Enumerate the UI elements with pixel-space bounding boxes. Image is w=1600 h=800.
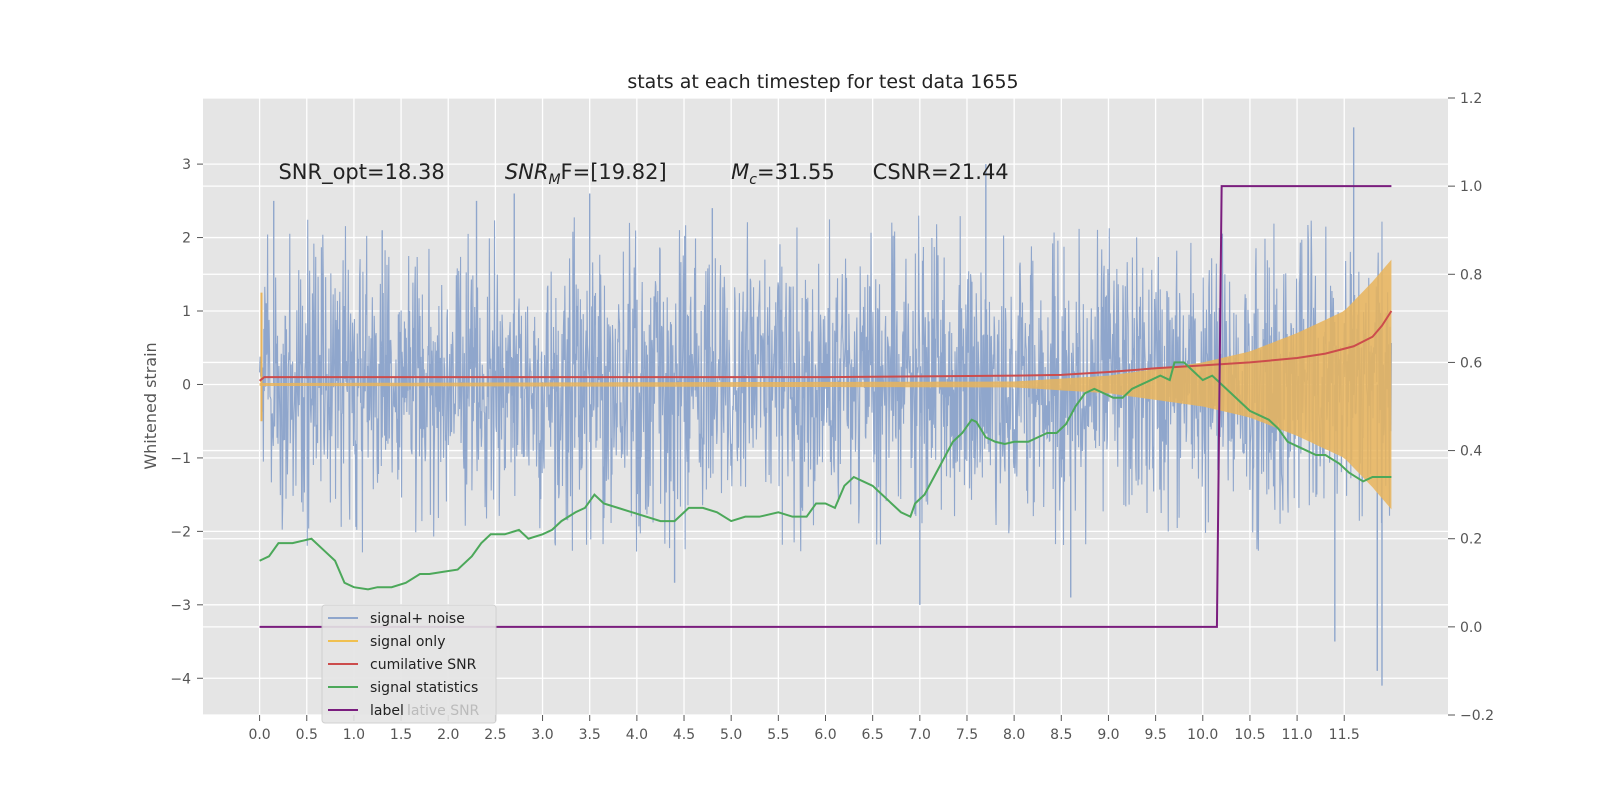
x-tick-label: 5.5: [767, 727, 789, 743]
y-tick-label: −2: [170, 524, 191, 540]
y2-tick-label: 1.0: [1460, 179, 1482, 195]
x-tick-label: 7.5: [956, 727, 978, 743]
x-tick-label: 3.5: [579, 727, 601, 743]
legend-label-1: signal only: [370, 634, 445, 650]
line-signal-statistics: [259, 361, 1392, 591]
x-tick-label: 8.0: [1003, 727, 1025, 743]
annotation-0: SNR_opt=18.38: [278, 160, 444, 185]
y2-axis-ticks: 1.2 1.0 0.8 0.6 0.4 0.2 0.0 −0.2: [1448, 91, 1494, 724]
x-tick-label: 5.0: [720, 727, 742, 743]
x-tick-label: 0.5: [296, 727, 318, 743]
y2-tick-label: 1.2: [1460, 91, 1482, 107]
y2-tick-label: 0.2: [1460, 532, 1482, 548]
y-axis-label: Whitened strain: [141, 342, 160, 469]
annotation-1: SNRMF=[19.82]: [505, 160, 667, 188]
legend: signal+ noise signal only cumilative SNR si…: [321, 604, 497, 724]
line-cumilative-SNR: [258, 310, 1393, 382]
x-tick-label: 8.5: [1050, 727, 1072, 743]
annotations: SNR_opt=18.38 SNRMF=[19.82] Mc=31.55 CSNR=2…: [278, 160, 1008, 188]
y-tick-label: −3: [170, 598, 191, 614]
x-tick-label: 6.0: [814, 727, 836, 743]
x-tick-label: 11.0: [1282, 727, 1313, 743]
y-tick-label: −4: [170, 671, 191, 687]
x-tick-label: 4.5: [673, 727, 695, 743]
y-tick-label: 3: [182, 157, 191, 173]
legend-label-3: signal statistics: [370, 680, 478, 696]
x-tick-label: 10.0: [1187, 727, 1218, 743]
y2-tick-label: 0.4: [1460, 444, 1482, 460]
legend-label-2: cumilative SNR: [370, 657, 477, 673]
series-lines: [258, 185, 1393, 628]
y-tick-label: 2: [182, 231, 191, 247]
chart-title: stats at each timestep for test data 165…: [627, 71, 1018, 93]
x-tick-label: 0.0: [248, 727, 270, 743]
legend-box: [321, 604, 497, 724]
x-tick-label: 4.0: [626, 727, 648, 743]
x-axis-ticks: 0.0 0.5 1.0 1.5 2.0 2.5 3.0 3.5 4.0 4.5 5.0 5.5 6.0 6…: [248, 715, 1360, 743]
x-tick-label: 7.0: [909, 727, 931, 743]
signal-noise-line: [259, 215, 1392, 553]
x-tick-label: 6.5: [862, 727, 884, 743]
x-tick-label: 9.0: [1097, 727, 1119, 743]
legend-label-0: signal+ noise: [370, 611, 465, 627]
x-tick-label: 9.5: [1144, 727, 1166, 743]
x-tick-label: 1.0: [343, 727, 365, 743]
line-label: [259, 185, 1392, 628]
y2-tick-label: 0.8: [1460, 267, 1482, 283]
legend-label-4: label: [370, 703, 404, 719]
x-tick-label: 2.0: [437, 727, 459, 743]
x-tick-label: 11.5: [1329, 727, 1360, 743]
legend-ghost-label: lative SNR: [407, 703, 480, 719]
y2-tick-label: 0.6: [1460, 355, 1482, 371]
x-tick-label: 2.5: [484, 727, 506, 743]
y-tick-label: 0: [182, 377, 191, 393]
series-signal-only: [259, 259, 1392, 510]
y2-tick-label: −0.2: [1460, 708, 1494, 724]
x-tick-label: 3.0: [531, 727, 553, 743]
y-tick-label: 1: [182, 304, 191, 320]
y-axis-ticks: 3 2 1 0 −1 −2 −3 −4: [170, 157, 203, 687]
annotation-2: Mc=31.55: [731, 160, 835, 188]
y-tick-label: −1: [170, 451, 191, 467]
x-tick-label: 1.5: [390, 727, 412, 743]
x-tick-label: 10.5: [1234, 727, 1265, 743]
signal-only-band: [259, 259, 1392, 510]
annotation-3: CSNR=21.44: [873, 160, 1009, 184]
y2-tick-label: 0.0: [1460, 620, 1482, 636]
